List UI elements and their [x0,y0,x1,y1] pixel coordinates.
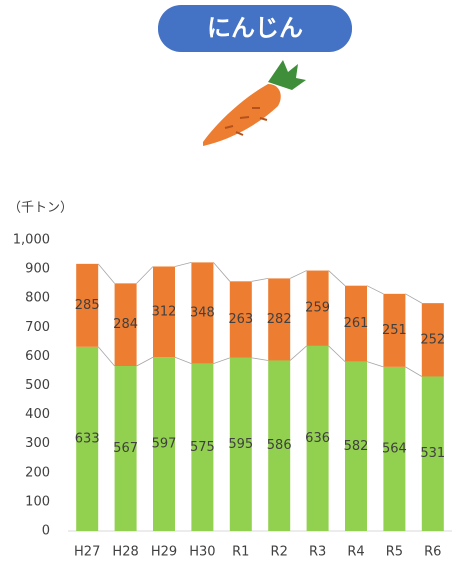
data-label: 284 [113,317,138,332]
series-line [98,347,114,366]
data-label: 564 [382,441,407,456]
x-tick-label: R5 [386,545,403,560]
y-tick-label: 700 [25,320,50,335]
data-label: 597 [152,437,177,452]
chart: にんじん （千トン） 0 100 200 300 400 500 600 700 800 900 1… [0,0,458,570]
data-label: 531 [420,446,445,461]
data-label: 282 [267,312,292,327]
series-line [329,346,345,362]
data-label: 251 [382,323,407,338]
x-tick-label: R2 [271,545,288,560]
data-label: 595 [228,437,253,452]
x-tick-label: R6 [424,545,441,560]
y-tick-label: 900 [25,262,50,277]
y-tick-label: 200 [25,465,50,480]
x-tick-label: H29 [151,545,177,560]
series-line [290,346,306,361]
series-line [175,357,191,363]
data-label: 575 [190,440,215,455]
y-tick-label: 400 [25,407,50,422]
data-label: 261 [344,316,369,331]
x-tick-label: H28 [112,545,138,560]
series-line [137,357,153,366]
series-line [175,262,191,266]
x-tick-label: H30 [189,545,215,560]
series-line [98,264,114,283]
x-tick-label: R4 [347,545,364,560]
y-axis-label: （千トン） [8,201,73,216]
y-tick-label: 1,000 [13,233,50,248]
y-tick-label: 800 [25,291,50,306]
series-line [405,294,421,303]
x-tick-label: R3 [309,545,326,560]
series-line [213,358,229,364]
series-line [405,367,421,377]
y-tick-label: 300 [25,436,50,451]
data-label: 636 [305,431,330,446]
data-label: 252 [420,332,445,347]
data-label: 285 [75,298,100,313]
series-line [290,271,306,279]
series-line [252,278,268,281]
data-label: 263 [228,312,253,327]
data-label: 586 [267,438,292,453]
data-label: 259 [305,301,330,316]
chart-title: にんじん [207,14,303,42]
data-label: 567 [113,441,138,456]
series-line [137,266,153,283]
series-line [252,358,268,361]
x-tick-label: R1 [232,545,249,560]
series-line [213,262,229,281]
carrot-illustration [203,60,306,146]
data-label: 312 [152,304,177,319]
data-label: 582 [344,439,369,454]
series-line [367,362,383,367]
data-label: 348 [190,306,215,321]
x-tick-label: H27 [74,545,100,560]
y-tick-label: 100 [25,494,50,509]
y-tick-label: 600 [25,349,50,364]
series-line [367,286,383,294]
data-label: 633 [75,431,100,446]
y-tick-label: 0 [42,524,50,539]
y-tick-label: 500 [25,378,50,393]
series-line [329,271,345,286]
